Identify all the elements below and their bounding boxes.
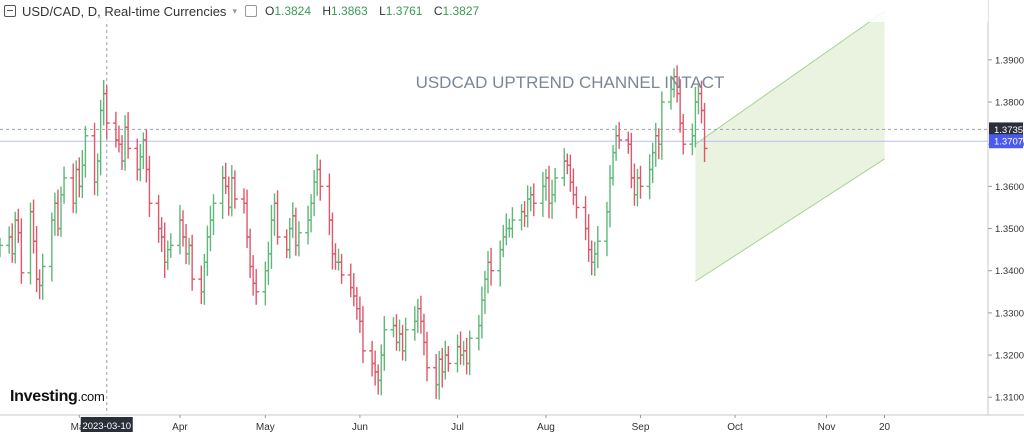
crosshair-date-tag-label: 2023-03-10 — [82, 421, 131, 432]
crosshair-price-tag-bg — [989, 122, 1023, 137]
ohlc-bar — [509, 207, 516, 239]
ohlc-bar — [39, 253, 46, 300]
y-tick-label: 1.3400 — [995, 266, 1024, 277]
x-tick-label: Aug — [537, 422, 555, 433]
ohlc-bar — [295, 221, 302, 257]
ohlc-bar — [637, 165, 644, 199]
ohlc-bar — [488, 247, 495, 286]
ohlc-bar — [231, 170, 238, 209]
ohlc-bar — [338, 253, 345, 284]
ohlc-open-value: 1.3824 — [274, 4, 312, 18]
collapse-icon[interactable] — [4, 5, 16, 17]
ohlc-bar — [658, 91, 665, 160]
y-axis-panel — [988, 0, 1024, 437]
crosshair-date-tag-bg — [80, 417, 133, 432]
x-tick-label: Oct — [727, 422, 743, 433]
x-tick-label: Apr — [172, 422, 188, 433]
ohlc-bar — [167, 233, 174, 258]
chart-header: USD/CAD, D, Real-time Currencies ▾ O1.38… — [0, 0, 988, 22]
ohlc-high-value: 1.3863 — [331, 4, 368, 18]
x-tick-label: Jun — [352, 422, 368, 433]
ohlc-open-key: O — [264, 4, 275, 18]
ohlc-bar — [530, 183, 537, 217]
ohlc-low-key: L — [379, 4, 386, 18]
crosshair-price-tag-label: 1.3735 — [994, 125, 1023, 136]
ohlc-bar — [466, 330, 473, 376]
investing-logo: Investing.com — [10, 388, 105, 406]
x-tick-label: Nov — [818, 422, 836, 433]
ohlc-bar — [381, 316, 388, 371]
ohlc-bar — [359, 306, 366, 364]
ohlc-bar — [146, 155, 153, 217]
channel-fill — [695, 11, 885, 282]
grid — [0, 0, 988, 415]
ohlc-bar — [317, 159, 324, 201]
y-tick-label: 1.3300 — [995, 308, 1024, 319]
ohlc-bar — [445, 345, 452, 372]
logo-brand: Investing — [10, 388, 78, 405]
channel-lower-line — [695, 158, 885, 282]
chart-annotation-title: USDCAD UPTREND CHANNEL INTACT — [416, 73, 725, 92]
ohlc-bar — [125, 112, 132, 159]
x-tick-label: Sep — [632, 422, 650, 433]
y-tick-label: 1.3500 — [995, 224, 1024, 235]
ohlc-bar — [0, 237, 3, 258]
visibility-icon[interactable] — [244, 5, 257, 17]
logo-suffix: .com — [77, 389, 105, 404]
ohlc-high-key: H — [322, 4, 332, 18]
ohlc-values: O1.3824 H1.3863 L1.3761 C1.3827 — [265, 4, 487, 18]
y-tick-label: 1.3100 — [995, 393, 1024, 404]
ohlc-bar — [82, 125, 89, 178]
ohlc-bar — [402, 317, 409, 362]
ohlc-bar — [424, 331, 430, 382]
x-tick-label: 20 — [879, 422, 891, 433]
ohlc-bar — [274, 190, 281, 245]
current-price-tag-bg — [989, 134, 1023, 149]
price-bars — [0, 65, 708, 400]
symbol-title[interactable]: USD/CAD, D, Real-time Currencies — [22, 3, 227, 19]
crosshair-date-tag: 2023-03-10 — [80, 417, 133, 432]
ohlc-bar — [616, 122, 623, 149]
ohlc-close-value: 1.3827 — [442, 4, 480, 18]
ohlc-bar — [701, 102, 708, 163]
x-tick-label: May — [256, 422, 275, 433]
x-axis-panel — [0, 415, 1024, 437]
ohlc-bar — [61, 166, 68, 204]
trend-channel — [695, 10, 885, 282]
ohlc-bar — [594, 226, 601, 269]
y-tick-label: 1.3800 — [995, 98, 1024, 109]
chevron-down-icon[interactable]: ▾ — [232, 5, 237, 16]
ohlc-bar — [680, 113, 687, 155]
current-price-tag-label: 1.3707 — [994, 137, 1023, 148]
channel-upper-line — [695, 10, 885, 145]
ohlc-bar — [210, 194, 217, 236]
y-tick-label: 1.3200 — [995, 351, 1024, 362]
ohlc-bar — [189, 234, 196, 291]
ohlc-bar — [552, 168, 559, 203]
y-tick-label: 1.3900 — [995, 55, 1024, 66]
ohlc-bar — [103, 85, 110, 139]
ohlc-bar — [573, 186, 580, 219]
ohlc-close-key: C — [433, 4, 443, 18]
ohlc-bar — [253, 268, 260, 305]
x-tick-label: Jul — [451, 422, 464, 433]
ohlc-bar — [18, 218, 25, 284]
ohlc-low-value: 1.3761 — [385, 4, 423, 18]
x-tick-label: Mar — [71, 422, 89, 433]
current-price-tag: 1.3707 — [989, 134, 1023, 149]
crosshair-price-tag: 1.3735 — [989, 122, 1023, 137]
y-tick-label: 1.3600 — [995, 182, 1024, 193]
